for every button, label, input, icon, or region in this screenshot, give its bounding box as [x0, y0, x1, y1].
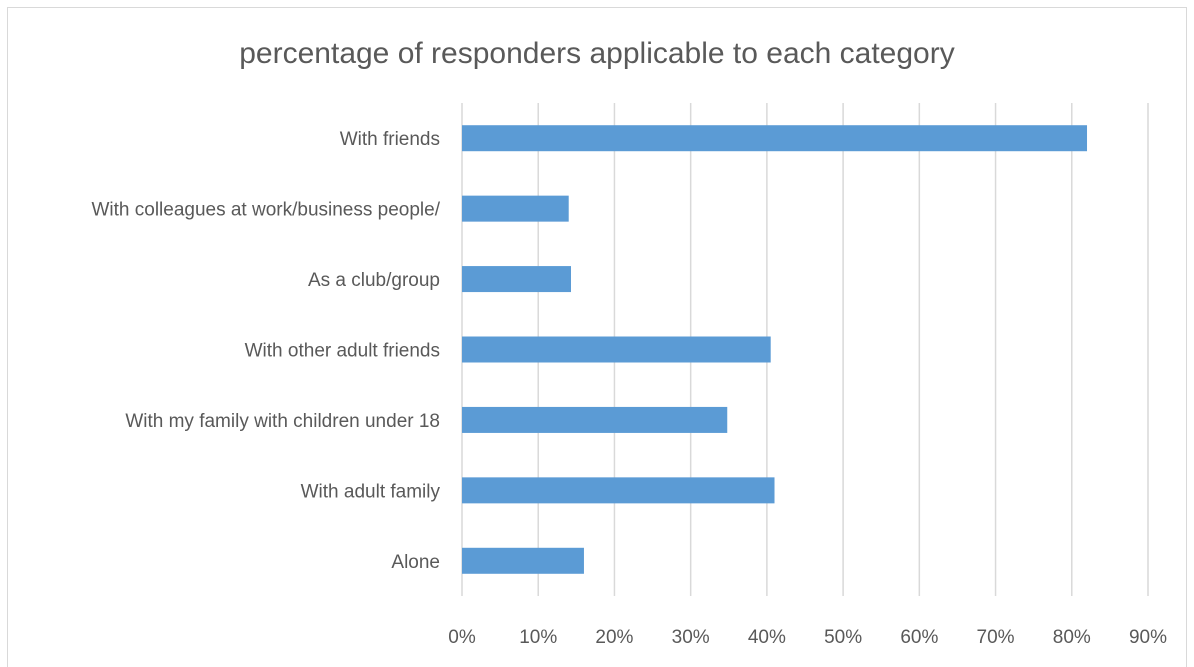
category-label: Alone [391, 552, 440, 573]
x-tick-label: 40% [748, 627, 786, 648]
category-label: With other adult friends [245, 341, 440, 362]
x-tick-label: 80% [1053, 627, 1091, 648]
bar [462, 336, 771, 363]
x-tick-label: 70% [977, 627, 1015, 648]
category-label: As a club/group [308, 270, 440, 291]
x-tick-label: 90% [1129, 627, 1167, 648]
chart-title: percentage of responders applicable to e… [239, 37, 954, 70]
bar [462, 266, 571, 293]
bar [462, 406, 728, 433]
x-tick-label: 10% [519, 627, 557, 648]
category-labels: With friends With colleagues at work/busi… [91, 129, 440, 573]
x-tick-label: 50% [824, 627, 862, 648]
bar [462, 195, 569, 222]
bar [462, 477, 775, 504]
x-tick-label: 60% [900, 627, 938, 648]
category-label: With adult family [301, 481, 441, 502]
bar [462, 125, 1088, 152]
x-tick-label: 20% [595, 627, 633, 648]
category-label: With colleagues at work/business people/ [91, 200, 440, 221]
bars-layer [462, 125, 1088, 574]
category-label: With friends [340, 129, 440, 150]
x-tick-label: 0% [448, 627, 476, 648]
bar [462, 547, 584, 574]
category-label: With my family with children under 18 [125, 411, 440, 432]
tick-labels: 0% 10% 20% 30% 40% 50% 60% 70% 80% 90% [448, 627, 1167, 648]
x-tick-label: 30% [672, 627, 710, 648]
